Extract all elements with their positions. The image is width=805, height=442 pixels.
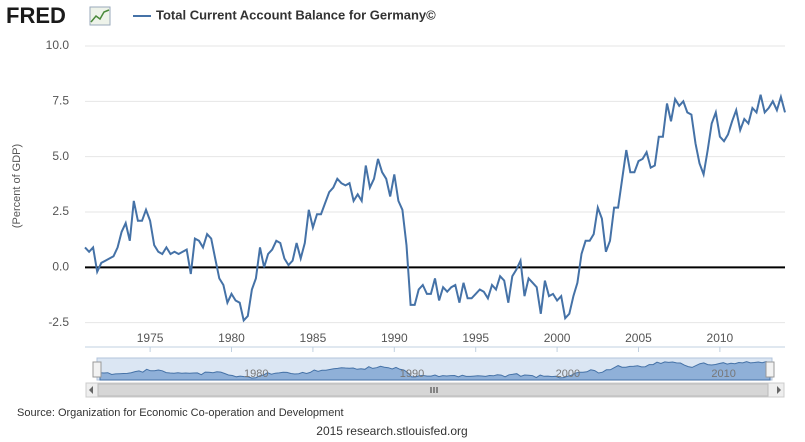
x-tick-label: 1980: [218, 331, 245, 345]
scroll-left: [89, 386, 93, 394]
scroll-right: [777, 386, 781, 394]
navigator-tick-label: 1980: [244, 368, 268, 380]
series-line: [84, 93, 786, 323]
x-tick-label: 1975: [137, 331, 164, 345]
y-axis-label: (Percent of GDP): [11, 144, 23, 228]
navigator-tick-label: 1990: [400, 368, 424, 380]
logo-icon-line: [90, 9, 110, 23]
legend-label: Total Current Account Balance for German…: [156, 7, 436, 22]
source: Source: Organization for Economic Co-ope…: [17, 407, 344, 419]
x-tick-label: 2000: [544, 331, 571, 345]
navigator-tick-label: 2010: [711, 368, 735, 380]
x-tick-label: 1995: [462, 331, 489, 345]
logo: FRED: [6, 3, 66, 28]
x-tick-label: 1990: [381, 331, 408, 345]
navigator-tick-label: 2000: [556, 368, 580, 380]
x-tick-label: 2005: [625, 331, 652, 345]
scrollbar-thumb: [97, 383, 769, 397]
navigator-handle: [765, 361, 775, 378]
y-tick-label: 5.0: [52, 149, 69, 163]
x-tick-label: 1985: [300, 331, 327, 345]
footer: 2015 research.stlouisfed.org: [316, 424, 467, 438]
navigator-area: [99, 361, 771, 381]
y-tick-label: 10.0: [46, 38, 70, 52]
logo-icon: [89, 6, 111, 26]
y-tick-label: 7.5: [52, 94, 69, 108]
navigator-handle: [92, 361, 102, 378]
x-tick-label: 2010: [707, 331, 734, 345]
y-tick-label: 2.5: [52, 204, 69, 218]
y-tick-label: -2.5: [48, 315, 69, 329]
y-tick-label: 0.0: [52, 259, 69, 273]
